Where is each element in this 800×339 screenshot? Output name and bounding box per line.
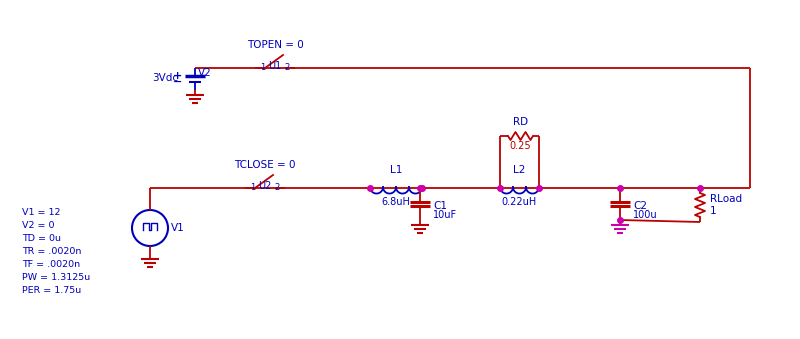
Text: 1: 1 — [260, 63, 266, 72]
Text: PW = 1.3125u: PW = 1.3125u — [22, 273, 90, 282]
Text: V1: V1 — [171, 223, 185, 233]
Text: TR = .0020n: TR = .0020n — [22, 247, 82, 256]
Text: 3Vdc: 3Vdc — [152, 73, 178, 83]
Text: TCLOSE = 0: TCLOSE = 0 — [234, 160, 296, 170]
Text: PER = 1.75u: PER = 1.75u — [22, 286, 82, 295]
Text: RD: RD — [513, 117, 528, 127]
Text: 10uF: 10uF — [433, 210, 457, 220]
Text: U1: U1 — [268, 61, 282, 71]
Text: V2 = 0: V2 = 0 — [22, 221, 54, 230]
Text: 2: 2 — [274, 183, 280, 192]
Text: TF = .0020n: TF = .0020n — [22, 260, 80, 269]
Text: +: + — [173, 71, 182, 81]
Text: TOPEN = 0: TOPEN = 0 — [246, 40, 303, 50]
Text: V1 = 12: V1 = 12 — [22, 208, 61, 217]
Text: RLoad: RLoad — [710, 194, 742, 203]
Text: U2: U2 — [258, 181, 272, 191]
Text: 100u: 100u — [633, 210, 658, 220]
Text: V2: V2 — [198, 68, 212, 78]
Text: 0.25: 0.25 — [510, 141, 531, 151]
Text: TD = 0u: TD = 0u — [22, 234, 61, 243]
Text: 1: 1 — [710, 206, 717, 217]
Text: L1: L1 — [390, 165, 402, 175]
Text: −: − — [173, 77, 182, 87]
Text: 6.8uH: 6.8uH — [382, 197, 410, 207]
Text: C1: C1 — [433, 201, 447, 211]
Text: C2: C2 — [633, 201, 647, 211]
Text: L2: L2 — [514, 165, 526, 175]
Text: 2: 2 — [284, 63, 290, 72]
Text: 0.22uH: 0.22uH — [502, 197, 537, 207]
Text: 1: 1 — [250, 183, 256, 192]
